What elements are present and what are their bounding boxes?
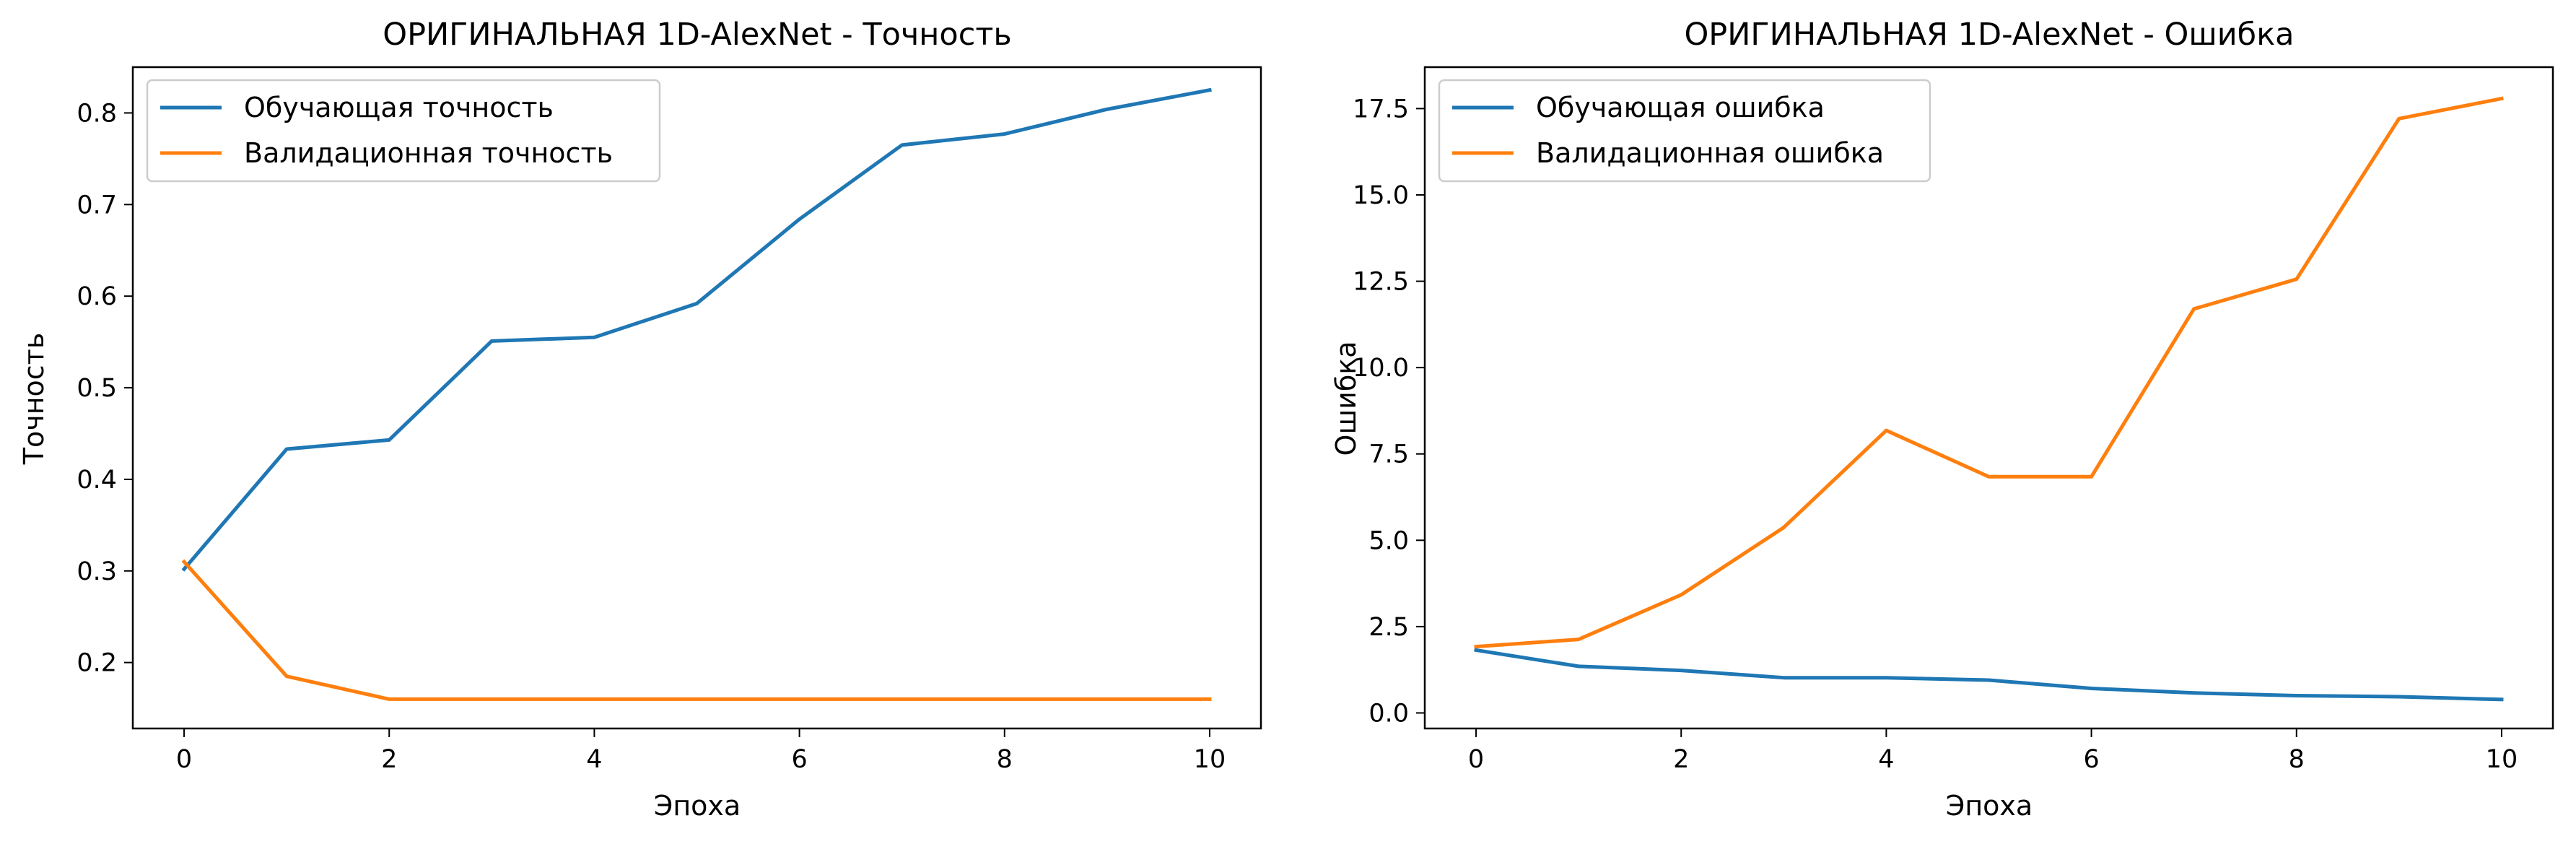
y-tick-label: 0.3 (77, 557, 117, 586)
legend-label-training: Обучающая ошибка (1536, 92, 1825, 123)
y-tick-label: 0.4 (77, 466, 117, 495)
x-tick-label: 0 (176, 745, 192, 774)
chart-title: ОРИГИНАЛЬНАЯ 1D-AlexNet - Ошибка (1684, 17, 2294, 53)
plot-frame (1423, 66, 2554, 730)
legend-box (1438, 79, 1931, 183)
x-tick-label: 6 (2083, 745, 2099, 774)
legend: Обучающая точность Валидационная точност… (146, 79, 661, 183)
tick-layer: 0 2 4 6 8 10 0.2 0.3 0.4 0.5 0.6 0.7 0.8 (77, 99, 1226, 774)
x-tick-label: 8 (2289, 745, 2305, 774)
x-tick-label: 0 (1468, 745, 1484, 774)
x-tick-label: 2 (1673, 745, 1689, 774)
y-tick-label: 0.5 (77, 374, 117, 403)
legend-label-validation: Валидационная точность (244, 137, 613, 169)
x-axis-label: Эпоха (654, 790, 741, 822)
x-tick-label: 8 (997, 745, 1013, 774)
y-tick-label: 0.6 (77, 282, 117, 311)
y-tick-label: 10.0 (1353, 354, 1409, 383)
x-tick-label: 4 (586, 745, 602, 774)
x-tick-label: 10 (2486, 745, 2518, 774)
plot-layer (1474, 96, 2504, 702)
x-tick-label: 10 (1194, 745, 1226, 774)
y-tick-label: 12.5 (1353, 268, 1409, 297)
series-line-validation (1474, 96, 2504, 649)
x-axis-label: Эпоха (1946, 790, 2033, 822)
y-axis-label: Точность (18, 333, 50, 465)
chart-title: ОРИГИНАЛЬНАЯ 1D-AlexNet - Точность (383, 17, 1012, 53)
y-tick-label: 2.5 (1368, 613, 1409, 642)
loss-chart-panel: ОРИГИНАЛЬНАЯ 1D-AlexNet - Ошибка Эпоха О… (1330, 17, 2554, 822)
plot-frame (131, 66, 1262, 730)
y-tick-label: 0.0 (1368, 699, 1409, 728)
y-tick-label: 7.5 (1368, 440, 1409, 469)
y-tick-label: 15.0 (1353, 181, 1409, 210)
legend-label-training: Обучающая точность (244, 92, 554, 123)
legend: Обучающая ошибка Валидационная ошибка (1438, 79, 1931, 183)
plot-layer (181, 87, 1212, 701)
accuracy-chart-panel: ОРИГИНАЛЬНАЯ 1D-AlexNet - Точность Эпоха… (18, 17, 1262, 822)
x-tick-label: 2 (381, 745, 397, 774)
x-tick-label: 4 (1878, 745, 1894, 774)
legend-box (146, 79, 661, 183)
y-tick-label: 0.8 (77, 99, 117, 128)
y-axis-label: Ошибка (1330, 341, 1362, 456)
series-line-validation (181, 559, 1212, 701)
tick-layer: 0 2 4 6 8 10 0.0 2.5 5.0 7.5 10.0 12.5 15.0 17.5 (1353, 95, 2518, 774)
series-line-training (181, 87, 1212, 572)
y-tick-label: 0.7 (77, 191, 117, 219)
y-tick-label: 5.0 (1368, 526, 1409, 555)
legend-label-validation: Валидационная ошибка (1536, 137, 1884, 169)
y-tick-label: 0.2 (77, 649, 117, 678)
y-tick-label: 17.5 (1353, 95, 1409, 123)
x-tick-label: 6 (791, 745, 807, 774)
series-line-training (1474, 648, 2504, 702)
